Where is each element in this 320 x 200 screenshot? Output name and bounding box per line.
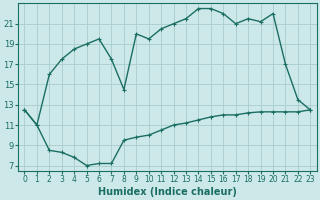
- X-axis label: Humidex (Indice chaleur): Humidex (Indice chaleur): [98, 187, 237, 197]
